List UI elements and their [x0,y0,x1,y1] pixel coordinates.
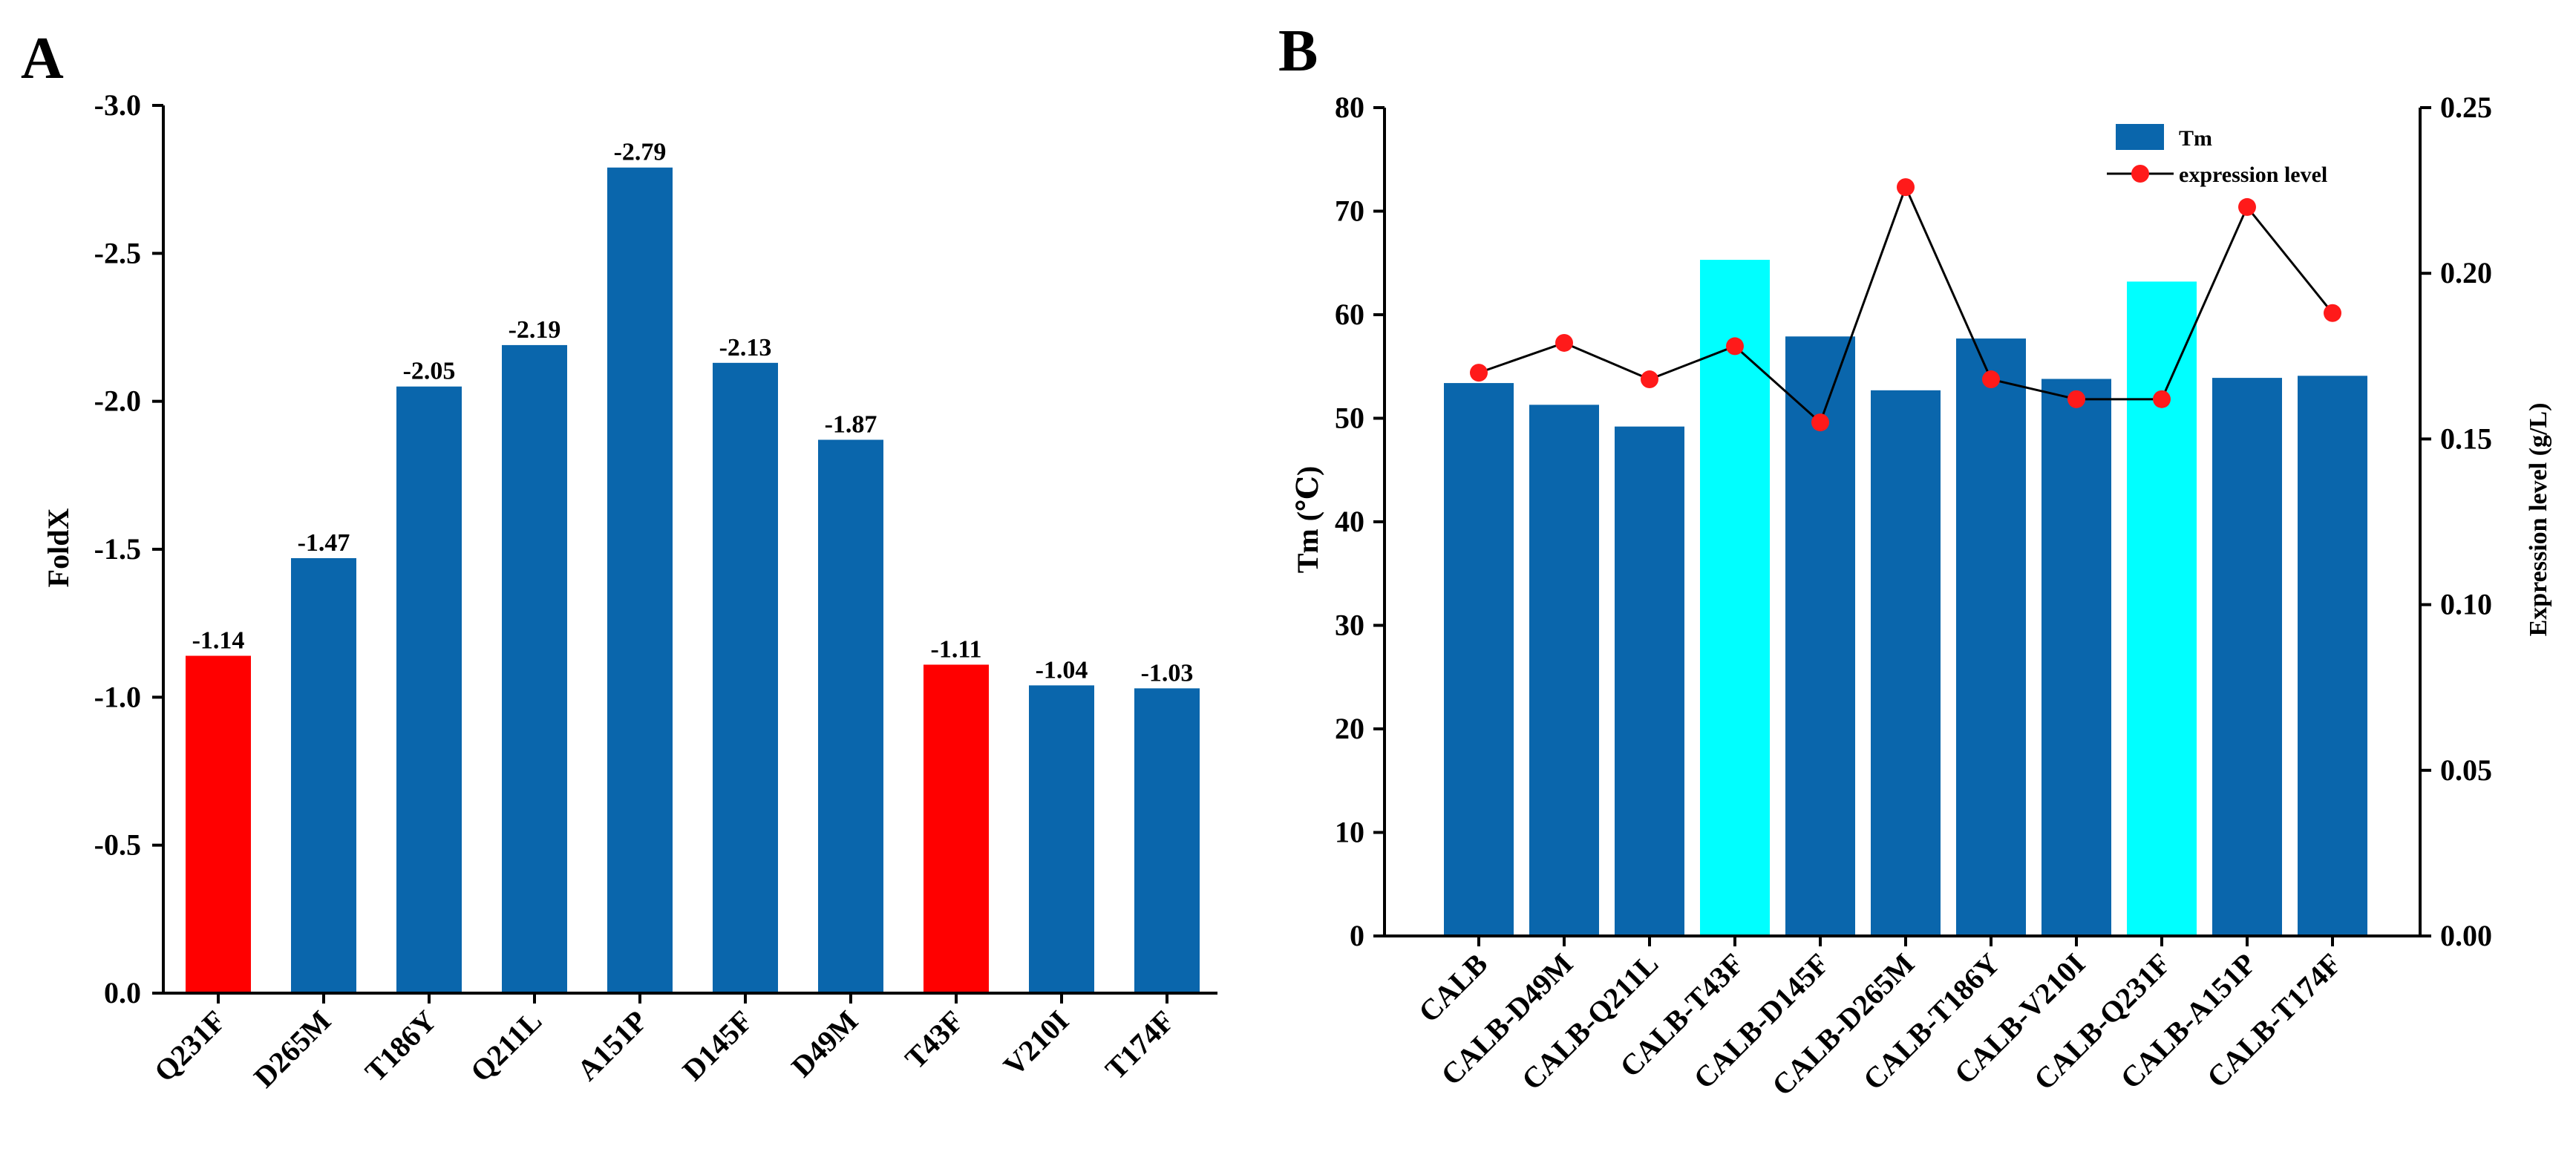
panel-b-bar-calb-t186y [1956,338,2026,937]
panel-b-right-tick-label: 0.10 [2440,588,2492,621]
panel-a-x-labels: Q231F D265M T186Y Q211L A151P D145F D49M T43F V2… [148,993,1180,1094]
panel-a-y-tick-label: -2.5 [94,236,141,269]
panel-a-x-label: D145F [676,1004,759,1087]
panel-a-x-label: D265M [247,1004,337,1094]
panel-b-letter: B [1278,19,1318,84]
legend-tm-label: Tm [2179,126,2212,151]
panel-a-x-label: T43F [898,1004,970,1076]
panel-b-left-tick-label: 20 [1335,712,1364,745]
panel-a-data-label: -1.87 [825,410,877,438]
panel-a-x-label: A151P [570,1004,653,1087]
panel-b-left-tick-label: 0 [1350,919,1364,952]
panel-b-expression-point [1555,333,1573,352]
panel-b-bar-calb-d145f [1785,336,1855,936]
panel-b-bar-calb-q231f [2127,281,2197,936]
panel-a-bar-d49m [818,439,883,993]
panel-b-right-tick-label: 0.00 [2440,919,2492,952]
panel-a-y-tick-label: -3.0 [94,88,141,122]
panel-a-data-labels: -1.14 -1.47 -2.05 -2.19 -2.79 -2.13 -1.87 -1.11… [192,139,1194,687]
panel-b-left-tick-label: 80 [1335,91,1364,124]
panel-a-y-axis-title: FoldX [42,508,75,588]
legend-tm-swatch [2116,124,2164,150]
panel-a-data-label: -1.03 [1141,659,1194,687]
panel-b-x-label: CALB [1412,947,1494,1029]
panel-a-bar-d265m [291,557,356,993]
panel-b-expression-line [1470,178,2341,432]
panel-a-y-tick-label: 0.0 [104,976,141,1009]
panel-b-left-tick-label: 50 [1335,402,1364,435]
panel-a-data-label: -1.14 [192,627,245,655]
panel-a-x-label: D49M [785,1004,864,1084]
panel-b-x-labels: CALBCALB-D49MCALB-Q211LCALB-T43FCALB-D14… [1412,936,2347,1102]
panel-a-bar-t43f [923,664,989,993]
panel-b-bar-calb-t43f [1700,260,1770,936]
panel-b-right-tick-label: 0.15 [2440,422,2492,455]
panel-b-bar-calb-d265m [1871,390,1941,936]
panel-b-expression-point [1641,370,1658,389]
panel-b-bar-calb-v210i [2041,379,2111,936]
panel-a-data-label: -2.79 [614,139,667,166]
panel-a-x-label: Q211L [464,1004,549,1089]
panel-b-expression-point [1726,337,1744,356]
panel-a-y-tick-label: -1.0 [94,680,141,713]
panel-a-bar-t186y [396,386,462,993]
panel-a-y-tick-label: -1.5 [94,532,141,566]
panel-b-left-tick-label: 10 [1335,816,1364,849]
panel-b-left-y-ticks: 0 10 20 30 40 50 60 70 80 [1335,91,1385,952]
panel-b-expression-point [1982,370,2000,389]
panel-a-data-label: -2.19 [509,316,561,344]
panel-b-bar-calb [1444,383,1514,936]
panel-a-x-label: Q231F [148,1004,232,1089]
panel-a-bar-t174f [1134,688,1200,993]
legend-expression-marker [2131,165,2149,183]
panel-a-letter: A [21,26,64,91]
panel-b-expression-point [1470,364,1488,382]
panel-a-x-label: T186Y [359,1004,443,1088]
panel-b-right-tick-label: 0.05 [2440,753,2492,787]
panel-a-data-label: -1.11 [931,635,982,663]
panel-b-expression-polyline [1478,184,2334,425]
panel-b-tm-bars [1444,260,2367,937]
panel-a-y-tick-label: -2.0 [94,384,141,418]
panel-b-right-axis-title: Expression level (g/L) [2525,403,2552,637]
panel-a-y-tick-label: -0.5 [94,828,141,862]
panel-a-foldx-chart: A FoldX 0.0 -0.5 -1.0 -1.5 -2.0 -2.5 -3.0 -1.1… [21,26,1217,1094]
panel-b-left-tick-label: 30 [1335,609,1364,642]
panel-b-bar-calb-a151p [2212,378,2282,937]
panel-a-data-label: -1.47 [298,529,350,557]
panel-a-data-label: -2.13 [719,334,772,361]
panel-a-x-label: V210I [997,1004,1076,1083]
panel-b-left-tick-label: 40 [1335,505,1364,538]
panel-b-expression-point [2324,304,2341,322]
panel-b-right-y-ticks: 0.00 0.05 0.10 0.15 0.20 0.25 [2420,91,2492,952]
panel-a-bar-q231f [186,655,251,993]
panel-b-left-tick-label: 70 [1335,194,1364,228]
panel-a-data-label: -2.05 [403,358,456,385]
panel-b-right-tick-label: 0.25 [2440,91,2492,124]
panel-b-bar-calb-q211l [1615,426,1684,936]
panel-b-legend: Tm expression level [2107,124,2327,187]
panel-b-expression-point [2238,197,2256,216]
panel-a-y-ticks: 0.0 -0.5 -1.0 -1.5 -2.0 -2.5 -3.0 [94,88,163,1009]
panel-b-bar-calb-t174f [2298,376,2367,936]
panel-b-bar-calb-d49m [1529,405,1599,936]
panel-b-expression-point [1811,413,1829,432]
panel-a-bar-a151p [607,167,673,994]
panel-b-left-axis-title: Tm (℃) [1291,466,1324,574]
panel-a-x-label: T174F [1099,1004,1180,1086]
panel-a-bar-v210i [1029,685,1094,993]
panel-b-tm-expression-chart: B Tm (℃) Expression level (g/L) 0 10 20 30 4… [1278,19,2552,1102]
panel-a-data-label: -1.04 [1036,656,1088,684]
panel-b-expression-point [1897,178,1915,197]
panel-a-bar-q211l [502,344,567,993]
panel-b-right-tick-label: 0.20 [2440,256,2492,289]
panel-b-expression-point [2067,390,2085,408]
legend-expression-label: expression level [2179,163,2327,187]
panel-a-bars [186,167,1200,994]
panel-b-left-tick-label: 60 [1335,298,1364,331]
panel-a-bar-d145f [713,362,778,994]
panel-b-expression-point [2153,390,2171,408]
